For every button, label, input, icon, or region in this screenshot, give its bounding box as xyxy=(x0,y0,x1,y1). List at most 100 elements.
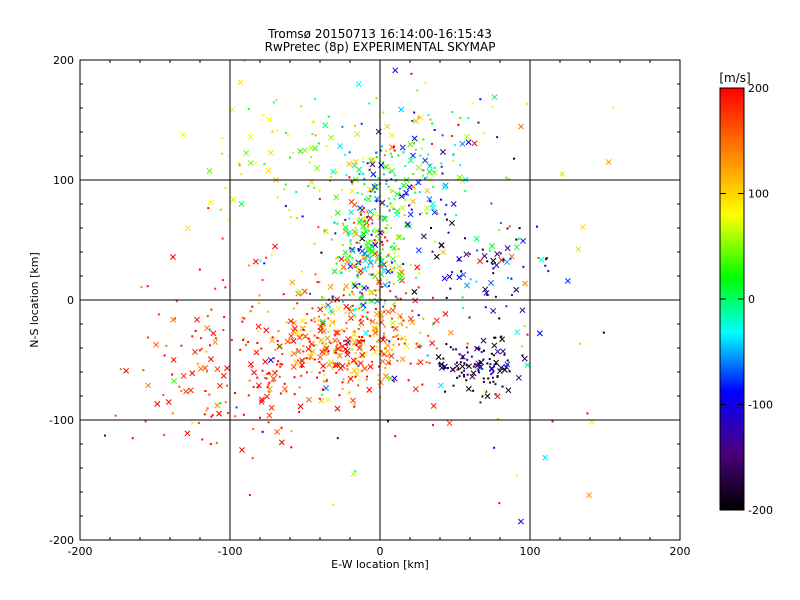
scatter-point-dot xyxy=(361,347,364,350)
scatter-point-dot xyxy=(408,204,411,207)
scatter-point-dot xyxy=(358,297,361,300)
scatter-point-cross xyxy=(299,357,306,364)
scatter-point-dot xyxy=(281,352,284,355)
scatter-point-dot xyxy=(320,251,323,254)
scatter-point-dot xyxy=(342,378,345,381)
scatter-point-dot xyxy=(318,360,321,363)
scatter-point-dot xyxy=(479,401,482,404)
scatter-point-dot xyxy=(418,272,421,275)
scatter-point-cross xyxy=(491,342,498,349)
scatter-point-cross xyxy=(290,363,297,370)
scatter-point-dot xyxy=(459,164,462,167)
x-tick-label: -100 xyxy=(218,545,243,558)
scatter-point-dot xyxy=(471,102,474,105)
scatter-point-dot xyxy=(380,257,383,260)
scatter-point-dot xyxy=(361,193,364,196)
scatter-point-cross xyxy=(319,320,326,327)
scatter-point-cross xyxy=(369,249,376,256)
scatter-point-cross xyxy=(396,271,403,278)
scatter-point-cross xyxy=(499,336,506,343)
scatter-point-dot xyxy=(449,346,452,349)
scatter-point-cross xyxy=(229,106,236,113)
scatter-point-dot xyxy=(494,336,497,339)
scatter-point-dot xyxy=(250,366,253,369)
scatter-point-dot xyxy=(368,102,371,105)
scatter-point-dot xyxy=(360,213,363,216)
scatter-point-cross xyxy=(265,167,272,174)
scatter-point-dot xyxy=(349,240,352,243)
scatter-point-dot xyxy=(308,292,311,295)
scatter-point-cross xyxy=(192,349,198,355)
scatter-point-dot xyxy=(338,270,341,273)
scatter-point-dot xyxy=(363,307,366,310)
scatter-point-dot xyxy=(247,107,250,110)
scatter-point-dot xyxy=(371,189,374,192)
scatter-point-cross xyxy=(351,331,358,338)
scatter-point-dot xyxy=(384,236,387,239)
scatter-point-dot xyxy=(410,208,413,211)
scatter-point-dot xyxy=(387,185,390,188)
scatter-point-dot xyxy=(480,350,483,353)
scatter-point-dot xyxy=(386,205,389,208)
scatter-point-dot xyxy=(359,273,362,276)
scatter-point-cross xyxy=(409,198,416,205)
scatter-point-dot xyxy=(210,308,213,311)
scatter-point-dot xyxy=(389,152,392,155)
scatter-point-dot xyxy=(227,412,230,415)
scatter-point-dot xyxy=(362,173,365,176)
scatter-point-dot xyxy=(442,357,445,360)
scatter-point-cross xyxy=(290,338,297,344)
scatter-point-cross xyxy=(426,196,433,203)
scatter-point-dot xyxy=(298,334,301,337)
scatter-point-dot xyxy=(268,390,271,393)
scatter-point-dot xyxy=(377,177,380,180)
scatter-point-dot xyxy=(387,166,390,169)
scatter-point-dot xyxy=(252,386,255,389)
scatter-point-cross xyxy=(170,254,176,260)
scatter-point-cross xyxy=(446,420,453,427)
grid-lines xyxy=(80,60,680,540)
scatter-point-cross xyxy=(473,345,480,352)
scatter-point-dot xyxy=(336,344,339,347)
scatter-point-dot xyxy=(375,151,378,154)
scatter-point-cross xyxy=(586,492,593,499)
scatter-point-cross xyxy=(504,245,511,252)
scatter-point-dot xyxy=(284,183,287,186)
scatter-point-cross xyxy=(489,243,496,250)
scatter-point-cross xyxy=(513,244,520,251)
scatter-point-dot xyxy=(254,161,257,164)
scatter-point-dot xyxy=(463,237,466,240)
scatter-point-dot xyxy=(327,317,330,320)
scatter-point-dot xyxy=(302,345,305,348)
scatter-point-dot xyxy=(322,369,325,372)
scatter-point-dot xyxy=(494,363,497,366)
scatter-point-cross xyxy=(426,169,433,175)
scatter-point-cross xyxy=(391,375,398,382)
scatter-point-cross xyxy=(268,404,275,411)
scatter-point-cross xyxy=(464,133,471,140)
scatter-point-dot xyxy=(214,287,217,290)
scatter-point-dot xyxy=(351,304,354,307)
scatter-point-cross xyxy=(410,152,416,159)
scatter-point-dot xyxy=(383,310,386,313)
scatter-point-cross xyxy=(521,355,528,362)
scatter-point-dot xyxy=(362,161,365,164)
scatter-point-dot xyxy=(452,159,455,162)
scatter-point-cross xyxy=(183,388,189,395)
scatter-point-cross xyxy=(284,338,291,345)
scatter-point-dot xyxy=(242,337,245,340)
scatter-point-dot xyxy=(322,380,325,383)
scatter-point-dot xyxy=(420,212,423,215)
scatter-point-cross xyxy=(290,328,297,335)
scatter-point-dot xyxy=(349,317,352,320)
scatter-point-cross xyxy=(429,340,436,347)
scatter-point-cross xyxy=(473,235,480,242)
scatter-point-cross xyxy=(407,315,414,322)
scatter-point-dot xyxy=(393,260,396,263)
scatter-point-dot xyxy=(390,178,393,181)
scatter-point-dot xyxy=(346,364,349,367)
scatter-point-cross xyxy=(482,286,489,293)
scatter-point-dot xyxy=(205,409,208,412)
scatter-point-dot xyxy=(325,380,328,383)
scatter-point-dot xyxy=(268,381,271,384)
